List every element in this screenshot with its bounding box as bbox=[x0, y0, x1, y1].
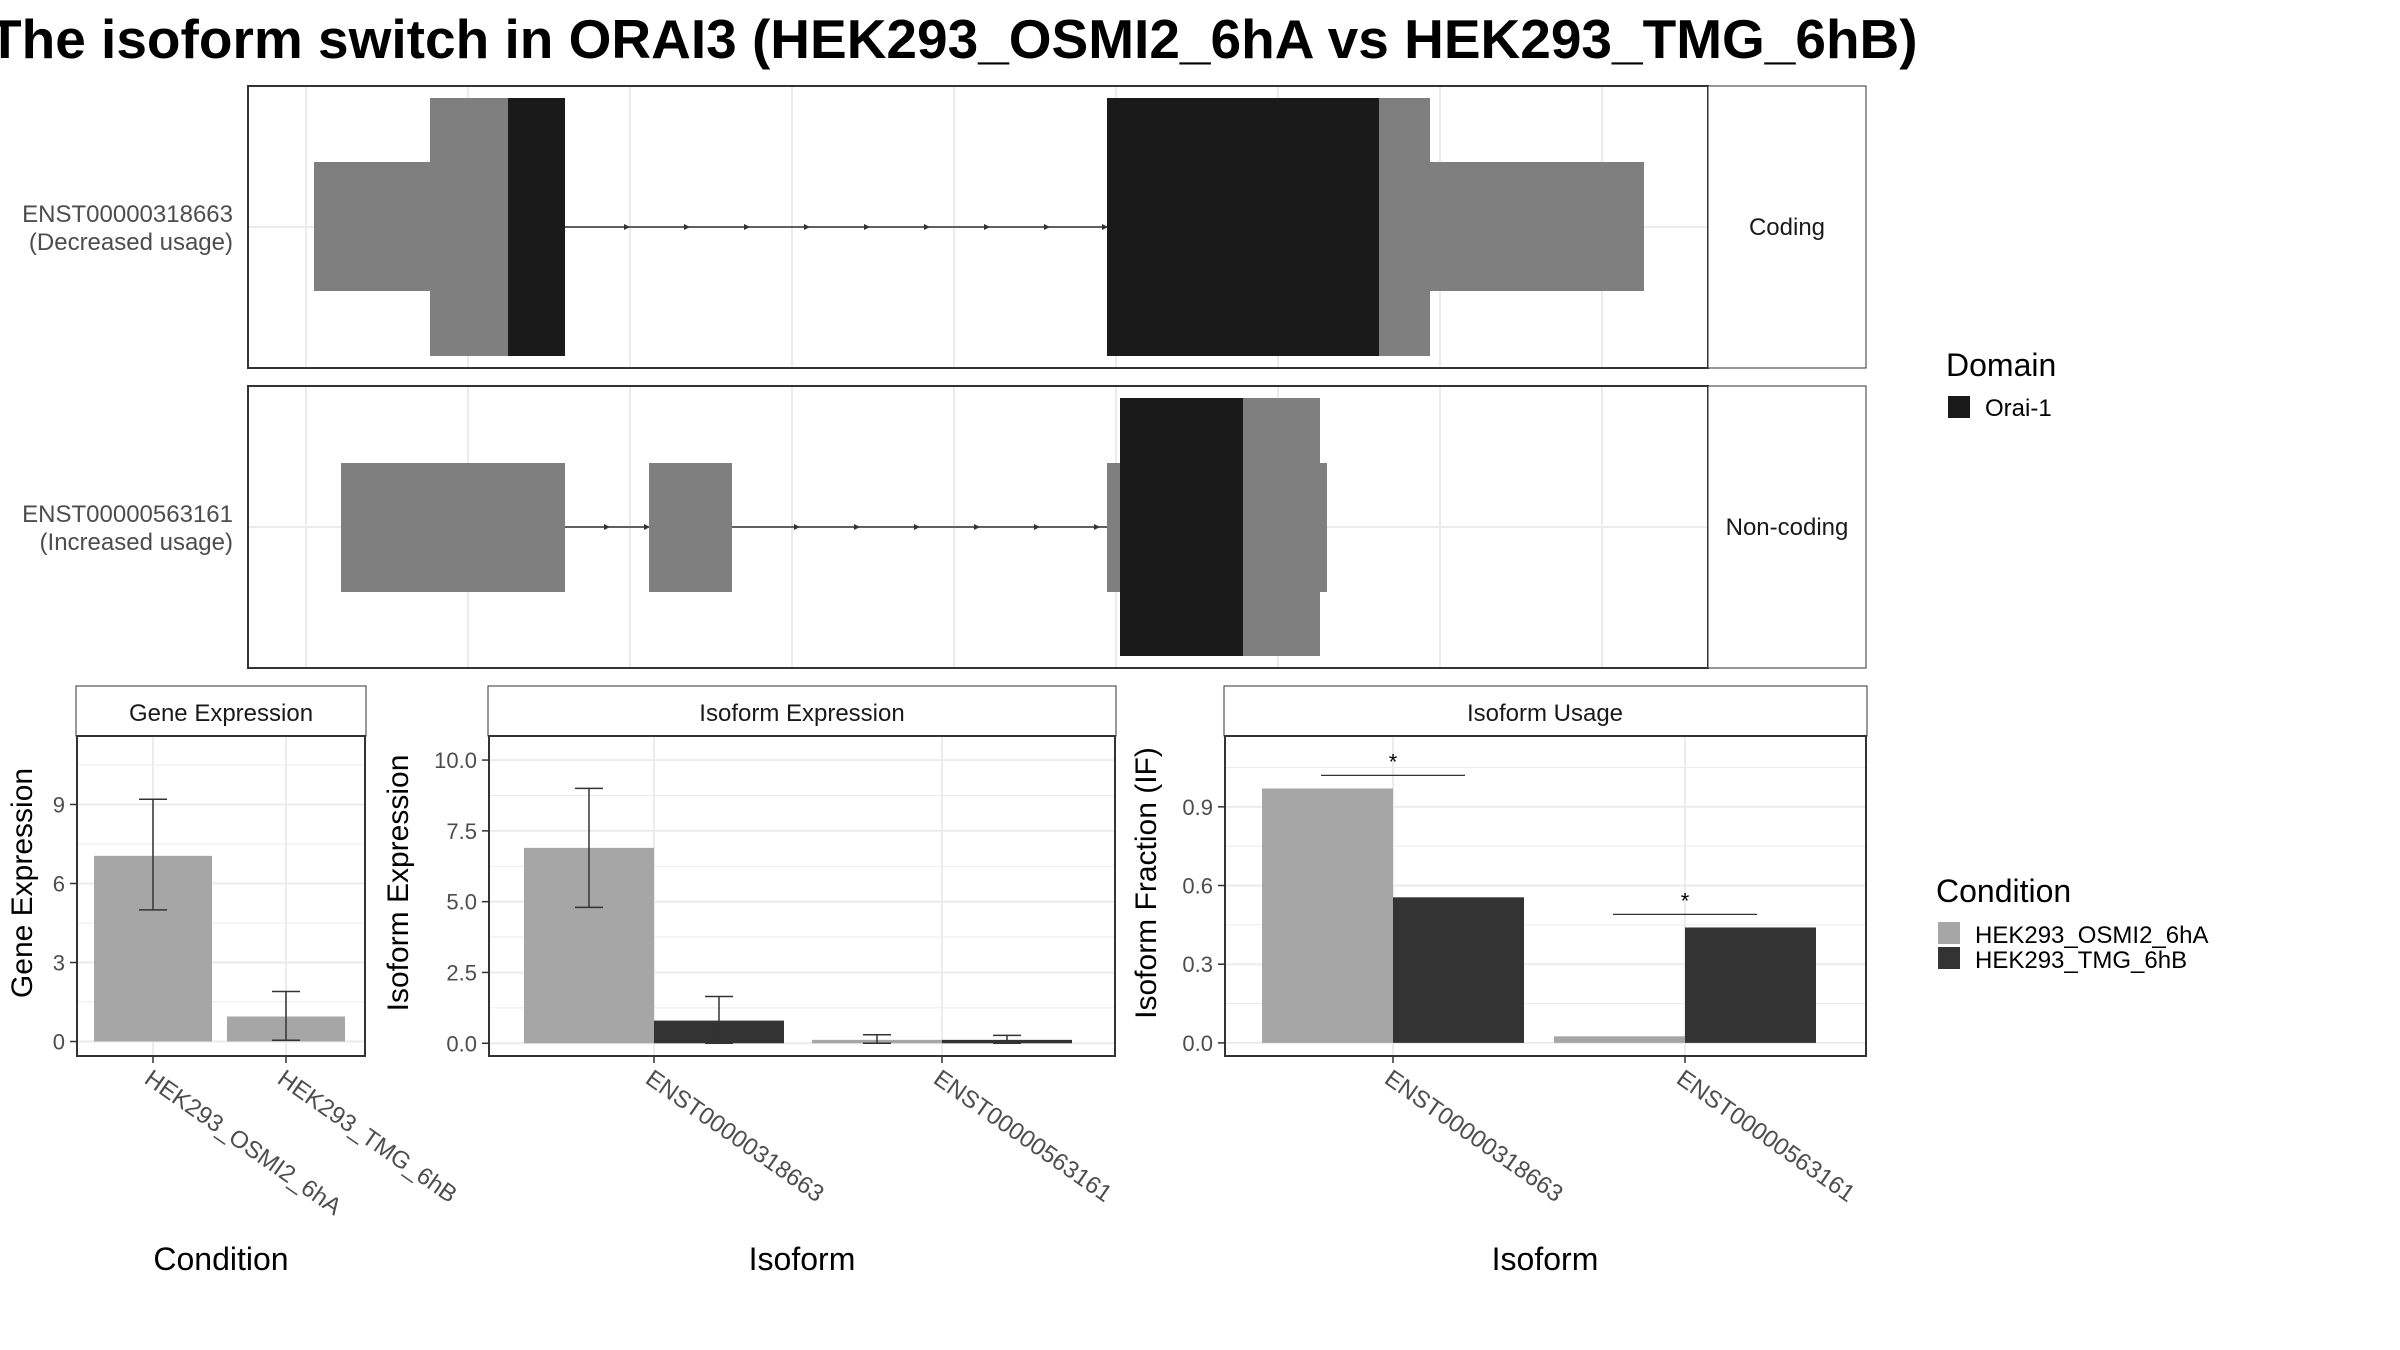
facet-strip-coding bbox=[1707, 85, 1867, 369]
x-tick-label: ENST00000563161 bbox=[1672, 1065, 1860, 1208]
x-axis-title: Condition bbox=[153, 1241, 288, 1277]
isoform-usage-panel: Isoform Usage 0.0 0.3 0.6 0.9 * * ENST00000318… bbox=[1130, 685, 1868, 1277]
plot-border bbox=[76, 735, 366, 1057]
panel-strip-title: Isoform Usage bbox=[1467, 700, 1623, 727]
panel-strip bbox=[1223, 685, 1868, 737]
isoform-label-2: ENST00000563161 bbox=[22, 501, 233, 528]
significance-marker: * bbox=[1681, 888, 1690, 913]
y-tick-label: 6 bbox=[53, 871, 65, 896]
domain-legend: Domain Orai-1 bbox=[1946, 347, 2056, 422]
x-tick-label: ENST00000563161 bbox=[929, 1065, 1117, 1208]
non-coding-exon bbox=[1242, 398, 1320, 656]
orai-1-domain bbox=[508, 98, 565, 356]
panel-strip-title: Isoform Expression bbox=[699, 700, 904, 727]
panel-strip bbox=[487, 685, 1117, 737]
coding-exon bbox=[1379, 98, 1430, 356]
isoform-expression-panel: Isoform Expression 0.0 2.5 5.0 7.5 10.0 ENST0… bbox=[382, 685, 1117, 1277]
y-tick-label: 3 bbox=[53, 951, 65, 976]
facet-label-coding: Coding bbox=[1749, 214, 1825, 241]
legend-swatch-condition-b bbox=[1938, 947, 1960, 969]
bar bbox=[1393, 897, 1524, 1043]
domain-legend-swatch bbox=[1948, 396, 1970, 418]
panel-strip-title: Gene Expression bbox=[129, 700, 313, 727]
plot-border bbox=[488, 735, 1116, 1057]
y-tick-label: 5.0 bbox=[446, 890, 477, 915]
y-tick-label: 10.0 bbox=[434, 748, 477, 773]
non-coding-exon bbox=[341, 463, 565, 592]
legend-item-condition-b: HEK293_TMG_6hB bbox=[1975, 947, 2187, 974]
y-axis-title: Isoform Fraction (IF) bbox=[1130, 747, 1163, 1019]
y-tick-label: 7.5 bbox=[446, 819, 477, 844]
y-tick-label: 9 bbox=[53, 792, 65, 817]
significance-marker: * bbox=[1389, 749, 1398, 774]
bar bbox=[1554, 1036, 1685, 1043]
x-axis-title: Isoform bbox=[1492, 1241, 1599, 1277]
figure-title: The isoform switch in ORAI3 (HEK293_OSMI… bbox=[0, 8, 1918, 70]
x-tick-label: ENST00000318663 bbox=[1380, 1065, 1568, 1208]
coding-exon bbox=[430, 98, 508, 356]
bar bbox=[1262, 788, 1393, 1043]
isoform-label-1: ENST00000318663 bbox=[22, 201, 233, 228]
orai-1-domain bbox=[1107, 98, 1379, 356]
isoform-row-1: Coding ENST00000318663 (Decreased usage) bbox=[22, 85, 1867, 369]
intron-arrows bbox=[624, 224, 1108, 230]
legend-swatch-condition-a bbox=[1938, 922, 1960, 944]
plot-border bbox=[1224, 735, 1867, 1057]
utr-exon bbox=[314, 162, 430, 291]
y-axis-title: Gene Expression bbox=[6, 768, 39, 998]
isoform-usage-label-1: (Decreased usage) bbox=[29, 229, 233, 256]
intron-arrows bbox=[604, 524, 1100, 530]
isoform-row-2: Non-coding ENST00000563161 (Increased us… bbox=[22, 385, 1867, 669]
y-tick-label: 0.3 bbox=[1182, 952, 1213, 977]
y-tick-label: 2.5 bbox=[446, 960, 477, 985]
utr-exon bbox=[1430, 162, 1644, 291]
facet-strip-non-coding bbox=[1707, 385, 1867, 669]
isoform-usage-label-2: (Increased usage) bbox=[40, 529, 233, 556]
legend-item-condition-a: HEK293_OSMI2_6hA bbox=[1975, 922, 2208, 949]
domain-legend-title: Domain bbox=[1946, 347, 2056, 383]
condition-legend: Condition HEK293_OSMI2_6hA HEK293_TMG_6h… bbox=[1936, 873, 2208, 974]
structure-panel: Coding ENST00000318663 (Decreased usage) bbox=[22, 85, 2056, 669]
x-tick-label: ENST00000318663 bbox=[641, 1065, 829, 1208]
facet-label-non-coding: Non-coding bbox=[1726, 514, 1849, 541]
y-tick-label: 0.9 bbox=[1182, 795, 1213, 820]
non-coding-exon bbox=[649, 463, 732, 592]
panel-strip bbox=[75, 685, 367, 737]
y-tick-label: 0.6 bbox=[1182, 874, 1213, 899]
domain-legend-item: Orai-1 bbox=[1985, 395, 2052, 422]
condition-legend-title: Condition bbox=[1936, 873, 2071, 909]
bar bbox=[1685, 927, 1816, 1043]
orai-1-domain bbox=[1120, 398, 1243, 656]
y-tick-label: 0 bbox=[53, 1030, 65, 1055]
x-axis-title: Isoform bbox=[749, 1241, 856, 1277]
y-tick-label: 0.0 bbox=[1182, 1031, 1213, 1056]
y-tick-label: 0.0 bbox=[446, 1031, 477, 1056]
y-axis-title: Isoform Expression bbox=[382, 755, 415, 1012]
